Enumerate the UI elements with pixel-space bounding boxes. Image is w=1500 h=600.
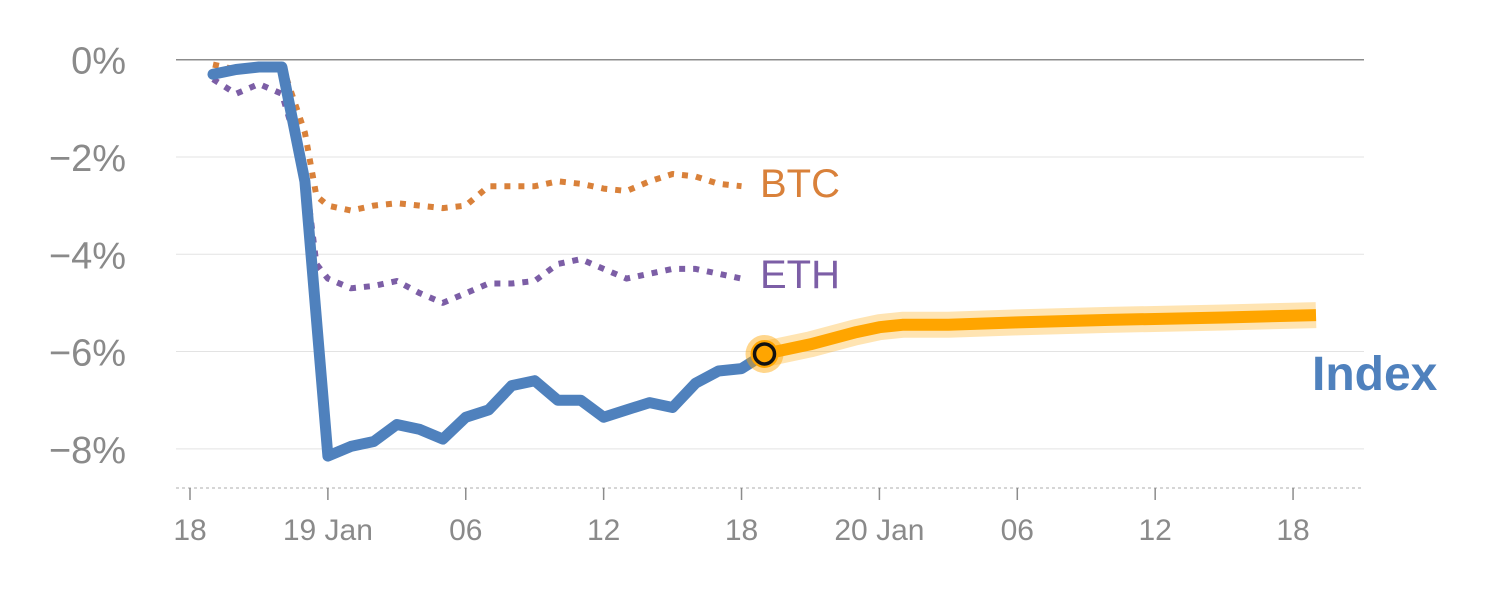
series-forecast-line [763, 309, 1317, 360]
x-tick-label: 18 [725, 514, 758, 547]
series-label-index: Index [1312, 348, 1438, 401]
x-tick-label: 06 [449, 514, 482, 547]
y-axis: 0% −2% −4% −6% −8% [49, 41, 126, 472]
x-tick-label: 18 [173, 514, 206, 547]
series-btc-line [212, 61, 742, 214]
x-tick-label: 06 [1001, 514, 1034, 547]
x-tick-label: 19 Jan [283, 514, 373, 547]
series-label-btc: BTC [760, 162, 840, 206]
y-tick-label: −8% [49, 430, 126, 472]
current-point-marker [752, 342, 777, 366]
series-index-line [207, 61, 770, 462]
x-axis: 18 19 Jan 06 12 18 20 Jan 06 12 18 [173, 487, 1364, 547]
x-tick-label: 12 [1138, 514, 1171, 547]
grid-layer [176, 58, 1364, 450]
y-tick-label: −4% [49, 235, 126, 277]
y-tick-label: −6% [49, 333, 126, 375]
y-tick-label: 0% [71, 41, 126, 83]
x-tick-label: 12 [587, 514, 620, 547]
series-layer [207, 61, 1317, 462]
series-label-eth: ETH [760, 253, 840, 297]
x-tick-label: 18 [1276, 514, 1309, 547]
y-tick-label: −2% [49, 138, 126, 180]
x-tick-label: 20 Jan [834, 514, 924, 547]
